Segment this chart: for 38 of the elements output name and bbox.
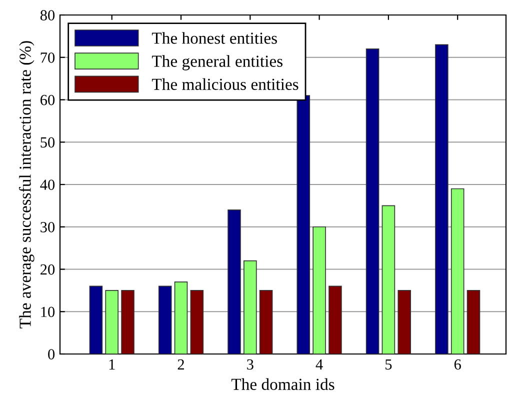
- bar: [244, 260, 257, 354]
- bar: [105, 290, 119, 354]
- x-tick-label: 1: [109, 359, 115, 370]
- bar: [190, 290, 204, 354]
- x-axis-title: The domain ids: [231, 378, 334, 390]
- bar: [398, 290, 411, 354]
- bar: [174, 282, 188, 354]
- bar: [466, 290, 480, 354]
- bar: [450, 188, 464, 354]
- bar: [328, 286, 342, 354]
- y-axis-title: The average successful interaction rate (%): [18, 41, 34, 328]
- y-tick-label: 80: [40, 10, 55, 20]
- bar: [259, 290, 273, 354]
- x-tick-label: 3: [247, 359, 254, 370]
- x-tick-label: 2: [178, 359, 184, 370]
- legend-label: The malicious entities: [152, 78, 298, 90]
- bar: [158, 286, 172, 354]
- legend-label: The honest entities: [152, 32, 277, 44]
- y-tick-label: 40: [40, 180, 55, 190]
- y-tick-label: 0: [48, 349, 55, 360]
- y-tick-label: 10: [41, 306, 55, 318]
- y-tick-label: 70: [40, 52, 55, 63]
- bar: [228, 210, 241, 354]
- x-tick-label: 6: [454, 359, 461, 370]
- legend-label: The general entities: [152, 55, 282, 70]
- x-tick-label: 5: [386, 359, 392, 370]
- bar: [121, 290, 134, 354]
- bar: [435, 44, 448, 354]
- bar: [89, 286, 103, 354]
- bar: [312, 226, 326, 354]
- y-tick-label: 50: [40, 137, 55, 148]
- y-tick-label: 30: [40, 222, 55, 232]
- bar: [382, 205, 396, 354]
- bar: [366, 48, 380, 354]
- x-tick-label: 4: [316, 359, 323, 370]
- bar: [296, 95, 310, 354]
- y-tick-label: 20: [40, 264, 55, 275]
- y-tick-label: 60: [40, 94, 55, 106]
